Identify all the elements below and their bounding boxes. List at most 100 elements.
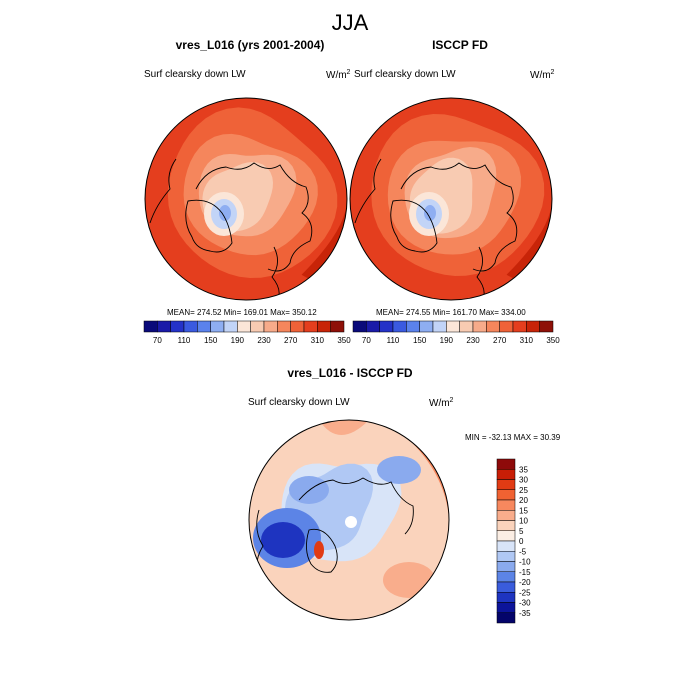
colorbar-diff-tick: -10 — [519, 558, 531, 567]
colorbar-1-tick: 70 — [362, 336, 371, 345]
colorbar-1-tick: 190 — [440, 336, 454, 345]
panel3-stats: MIN = -32.13 MAX = 30.39 — [465, 433, 561, 442]
map-0 — [145, 98, 347, 300]
colorbar-diff-box — [496, 592, 516, 603]
diff-pole-missing — [345, 516, 357, 528]
colorbar-0-box — [237, 320, 251, 333]
colorbar-diff-box — [496, 540, 516, 552]
colorbar-diff-box — [496, 561, 516, 572]
colorbar-0-tick: 70 — [153, 336, 162, 345]
map-0-border — [144, 97, 348, 301]
colorbar-0-tick: 110 — [178, 336, 191, 345]
colorbar-1-box — [352, 320, 367, 333]
colorbar-0-box — [183, 320, 198, 333]
colorbar-diff-tick: 25 — [519, 486, 528, 495]
coastline-canada — [354, 158, 382, 224]
colorbar-diff-tick: 0 — [519, 537, 524, 546]
colorbar-diff-box — [496, 612, 516, 624]
map-diff — [249, 420, 449, 620]
colorbar-0-box — [277, 320, 291, 333]
panel1-units: W/m2 — [326, 69, 351, 81]
colorbar-0-tick: 190 — [231, 336, 245, 345]
colorbar-1-tick: 150 — [413, 336, 427, 345]
colorbar-1-tick: 230 — [466, 336, 480, 345]
coastline-europe — [271, 246, 280, 300]
colorbar-0-box — [303, 320, 318, 333]
colorbar-1-tick: 350 — [546, 336, 560, 345]
colorbar-diff-box — [496, 489, 516, 501]
colorbar-diff-tick: 30 — [519, 476, 528, 485]
colorbar-1-box — [486, 320, 500, 333]
colorbar-0-box — [157, 320, 171, 333]
colorbar-1-tick: 310 — [520, 336, 534, 345]
colorbar-diff-box — [496, 499, 516, 511]
colorbar-0-box — [210, 320, 225, 333]
colorbar-0-box — [290, 320, 305, 333]
colorbar-1-box — [432, 320, 447, 333]
colorbar-0-tick: 310 — [311, 336, 325, 345]
field-greenland-core — [424, 205, 436, 221]
panel3-units: W/m2 — [429, 397, 454, 409]
colorbar-0-tick: 150 — [204, 336, 218, 345]
colorbar-0-box — [143, 320, 158, 333]
colorbar-diff-box — [496, 571, 516, 583]
colorbar-0-tick: 270 — [284, 336, 298, 345]
colorbar-diff-tick: 10 — [519, 517, 528, 526]
panel2-left-label: Surf clearsky down LW — [354, 69, 456, 80]
colorbar-1-tick: 270 — [493, 336, 507, 345]
colorbar-1-box — [499, 320, 514, 333]
colorbar-diff-tick: -20 — [519, 578, 531, 587]
colorbar-0-tick: 230 — [257, 336, 271, 345]
colorbar-diff-tick: -25 — [519, 588, 531, 597]
colorbar-1-box — [379, 320, 394, 333]
colorbar-diff-tick: -30 — [519, 599, 531, 608]
colorbar-1-box — [472, 320, 487, 333]
panel1-title: vres_L016 (yrs 2001-2004) — [175, 38, 325, 52]
coastline-europe — [476, 246, 485, 300]
colorbar-0-box — [263, 320, 278, 333]
coastline-greenland — [185, 199, 233, 253]
panel2-title: ISCCP FD — [432, 38, 488, 52]
diff-canada-core — [261, 522, 305, 558]
colorbar-1-box — [446, 320, 460, 333]
diff-hotspot — [314, 541, 324, 559]
panel2-stats: MEAN= 274.55 Min= 161.70 Max= 334.00 — [376, 308, 526, 317]
diff-pos-africa — [383, 562, 435, 598]
diff-siberia-blue — [377, 456, 421, 484]
colorbar-diff-box — [496, 530, 516, 542]
field-greenland-core — [219, 205, 231, 221]
colorbar-diff-box — [496, 479, 516, 490]
colorbar-1-box — [459, 320, 474, 333]
colorbar-diff-tick: -5 — [519, 547, 527, 556]
colorbar-0-box — [330, 320, 345, 333]
diff-coastline-greenland — [306, 528, 338, 573]
colorbar-1-box — [419, 320, 434, 333]
panel3-left-label: Surf clearsky down LW — [248, 397, 350, 408]
colorbar-1-tick: 110 — [387, 336, 400, 345]
colorbar-diff-box — [496, 551, 516, 562]
colorbar-diff-tick: 15 — [519, 506, 528, 515]
map-diff-border — [248, 419, 450, 621]
colorbar-diff-tick: 35 — [519, 465, 528, 474]
colorbar-0-box — [250, 320, 265, 333]
colorbar-diff-tick: 5 — [519, 527, 524, 536]
panel1-left-label: Surf clearsky down LW — [144, 69, 246, 80]
coastline-eurasia — [400, 162, 518, 272]
colorbar-diff-box — [496, 469, 516, 480]
diff-pos-north — [319, 420, 369, 435]
colorbar-diff-box — [496, 520, 516, 531]
colorbar-1-box — [366, 320, 380, 333]
coastline-greenland — [390, 199, 438, 253]
panel1-stats: MEAN= 274.52 Min= 169.01 Max= 350.12 — [167, 308, 317, 317]
colorbar-diff-box — [496, 458, 516, 470]
map-1 — [350, 98, 552, 300]
colorbar-0-box — [170, 320, 185, 333]
colorbar-diff-tick: -35 — [519, 609, 531, 618]
panel3-title: vres_L016 - ISCCP FD — [287, 366, 413, 380]
colorbar-0-box — [197, 320, 211, 333]
colorbar-diff-box — [496, 510, 516, 521]
colorbar-0-box — [223, 320, 238, 333]
coastline-canada — [149, 158, 177, 224]
colorbar-1-box — [539, 320, 554, 333]
colorbar-1-box — [406, 320, 420, 333]
